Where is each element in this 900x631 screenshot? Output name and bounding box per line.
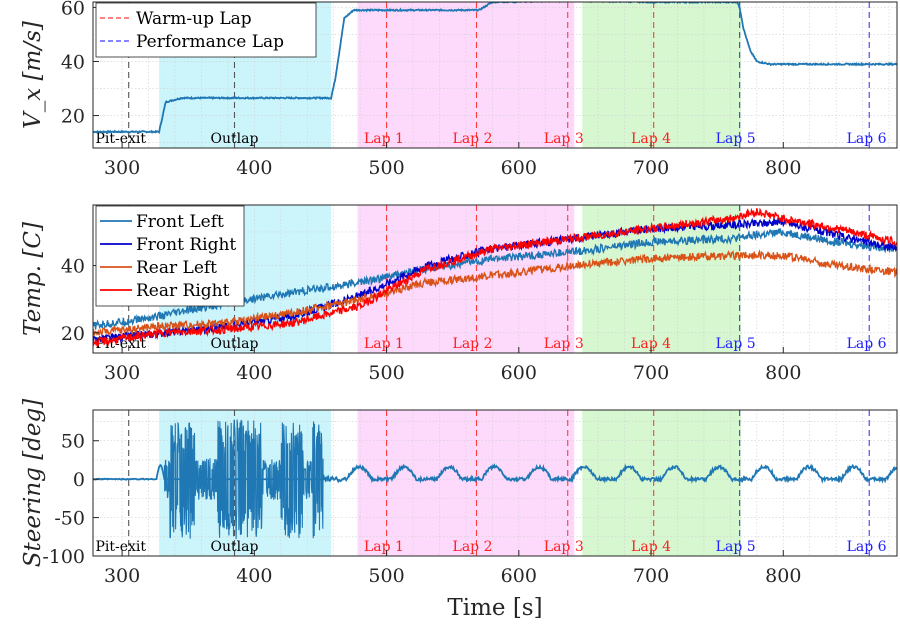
y-tick-label: 50 — [61, 431, 85, 453]
lap-label: Lap 4 — [631, 539, 671, 555]
lap-label: Lap 6 — [847, 131, 887, 147]
lap-label: Outlap — [211, 336, 259, 352]
x-tick-label: 800 — [765, 565, 801, 587]
legend: Warm-up Lap Performance Lap — [95, 2, 317, 58]
axes-box — [92, 204, 898, 354]
x-tick-label: 400 — [236, 565, 272, 587]
legend-box — [95, 2, 317, 58]
lap-label: Lap 6 — [847, 336, 887, 352]
lap-label: Pit-exit — [95, 539, 146, 555]
data-layer — [93, 2, 897, 134]
panel-3: Pit-exit Outlap Lap 1 Lap 2 Lap 3 Lap 4 Lap 5 L… — [20, 399, 898, 587]
lap-label: Lap 4 — [631, 336, 671, 352]
lap-label: Lap 3 — [544, 131, 584, 147]
y-axis-label: Temp. [C] — [20, 222, 46, 336]
x-tick-label: 800 — [765, 157, 801, 179]
x-tick-label: 600 — [501, 565, 537, 587]
y-tick-label: 40 — [61, 51, 85, 73]
lap-label: Lap 3 — [544, 336, 584, 352]
lap-label: Lap 5 — [716, 131, 756, 147]
series-line — [93, 2, 897, 134]
lap-label: Lap 1 — [364, 131, 404, 147]
lap-label: Pit-exit — [95, 131, 146, 147]
lap-label: Outlap — [211, 539, 259, 555]
shaded-region — [582, 410, 741, 556]
legend-label: Rear Left — [136, 258, 217, 278]
lap-label: Lap 2 — [453, 539, 493, 555]
x-axis-label: Time [s] — [447, 595, 542, 621]
x-tick-label: 600 — [501, 362, 537, 384]
x-tick-label: 400 — [236, 362, 272, 384]
lap-label: Lap 1 — [364, 539, 404, 555]
series-line — [93, 248, 897, 338]
series-line — [93, 463, 897, 485]
legend-label: Front Left — [136, 212, 224, 232]
legend-label: Front Right — [136, 235, 236, 255]
shaded-region — [357, 2, 575, 148]
axes-box — [92, 409, 898, 557]
lap-label: Lap 1 — [364, 336, 404, 352]
y-axis-label: Steering [deg] — [20, 399, 46, 567]
series-line — [93, 207, 897, 348]
axes-box — [92, 1, 898, 149]
x-tick-label: 700 — [633, 565, 669, 587]
shaded-region — [357, 410, 575, 556]
y-tick-label: 20 — [61, 106, 85, 128]
lap-label: Lap 4 — [631, 131, 671, 147]
lap-label: Outlap — [211, 131, 259, 147]
data-layer — [93, 207, 897, 348]
y-tick-label: 40 — [61, 256, 85, 278]
lap-label: Lap 2 — [453, 336, 493, 352]
lap-label: Lap 6 — [847, 539, 887, 555]
legend: Front Left Front Right Rear Left Rear Right — [95, 205, 245, 307]
y-tick-label: 60 — [61, 0, 85, 19]
x-tick-label: 500 — [368, 565, 404, 587]
lap-label: Lap 5 — [716, 336, 756, 352]
lap-label: Lap 5 — [716, 539, 756, 555]
lap-label: Lap 2 — [453, 131, 493, 147]
x-tick-label: 300 — [104, 157, 140, 179]
legend-label: Warm-up Lap — [136, 9, 252, 29]
lap-label: Lap 3 — [544, 539, 584, 555]
steering-noise — [163, 419, 324, 540]
x-tick-label: 600 — [501, 157, 537, 179]
y-tick-label: -50 — [54, 508, 85, 530]
y-tick-label: 20 — [61, 323, 85, 345]
legend-label: Rear Right — [136, 281, 230, 301]
y-axis-label: V_x [m/s] — [20, 21, 46, 129]
x-tick-label: 300 — [104, 565, 140, 587]
x-tick-label: 400 — [236, 157, 272, 179]
data-layer — [93, 419, 897, 540]
y-tick-label: -100 — [42, 546, 85, 568]
legend-label: Performance Lap — [136, 32, 284, 52]
x-tick-label: 700 — [633, 157, 669, 179]
x-tick-label: 800 — [765, 362, 801, 384]
x-tick-label: 700 — [633, 362, 669, 384]
panel-1: Pit-exit Outlap Lap 1 Lap 2 Lap 3 Lap 4 Lap 5 L… — [20, 0, 898, 179]
y-tick-label: 0 — [73, 469, 85, 491]
shaded-region — [582, 2, 741, 148]
x-tick-label: 500 — [368, 362, 404, 384]
x-tick-label: 500 — [368, 157, 404, 179]
x-tick-label: 300 — [104, 362, 140, 384]
